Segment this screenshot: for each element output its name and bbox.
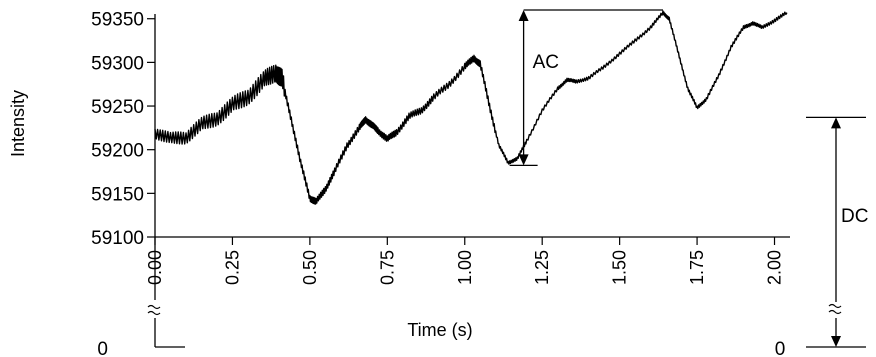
y-axis-break-gap (147, 305, 163, 315)
x-tick-label: 0.50 (300, 250, 320, 285)
x-axis-label: Time (s) (407, 320, 472, 340)
ac-label: AC (533, 52, 559, 73)
y-tick-label: 59100 (91, 228, 144, 249)
y-tick-label: 59150 (91, 184, 144, 205)
y-tick-label: 59250 (91, 97, 144, 118)
y-tick-label: 59200 (91, 141, 144, 162)
x-tick-label: 0.00 (145, 250, 165, 285)
y-tick-label: 59350 (91, 10, 144, 31)
y-axis-break-marks (147, 304, 161, 316)
y-zero-label: 0 (97, 339, 108, 357)
dc-arrow-head-up (831, 117, 841, 129)
x-tick-label: 1.00 (455, 250, 475, 285)
ac-arrow-head-up (518, 10, 529, 21)
x-tick-label: 1.75 (687, 250, 707, 285)
y-tick-label: 59300 (91, 53, 144, 74)
intensity-series-line (154, 10, 788, 205)
chart-axes (147, 14, 790, 348)
dc-arrow-head-down (831, 336, 841, 347)
x-axis-ticks: 0.00 0.25 0.50 0.75 1.00 1.25 1.50 1.75 2.00 (145, 237, 785, 285)
x-tick-label: 2.00 (765, 250, 785, 285)
x-tick-label: 1.25 (532, 250, 552, 285)
dc-annotation (806, 116, 866, 348)
dc-break-marks (828, 303, 842, 315)
x-tick-label: 1.50 (610, 250, 630, 285)
dc-zero-label: 0 (775, 339, 786, 357)
y-axis-ticks: 59100 59150 59200 59250 59300 59350 (91, 10, 155, 249)
x-tick-label: 0.75 (377, 250, 397, 285)
ac-annotation (509, 9, 663, 167)
ac-arrow-head-down (518, 154, 529, 166)
y-axis-label: Intensity (8, 90, 28, 157)
dc-label: DC (841, 206, 868, 227)
x-tick-label: 0.25 (222, 250, 242, 285)
